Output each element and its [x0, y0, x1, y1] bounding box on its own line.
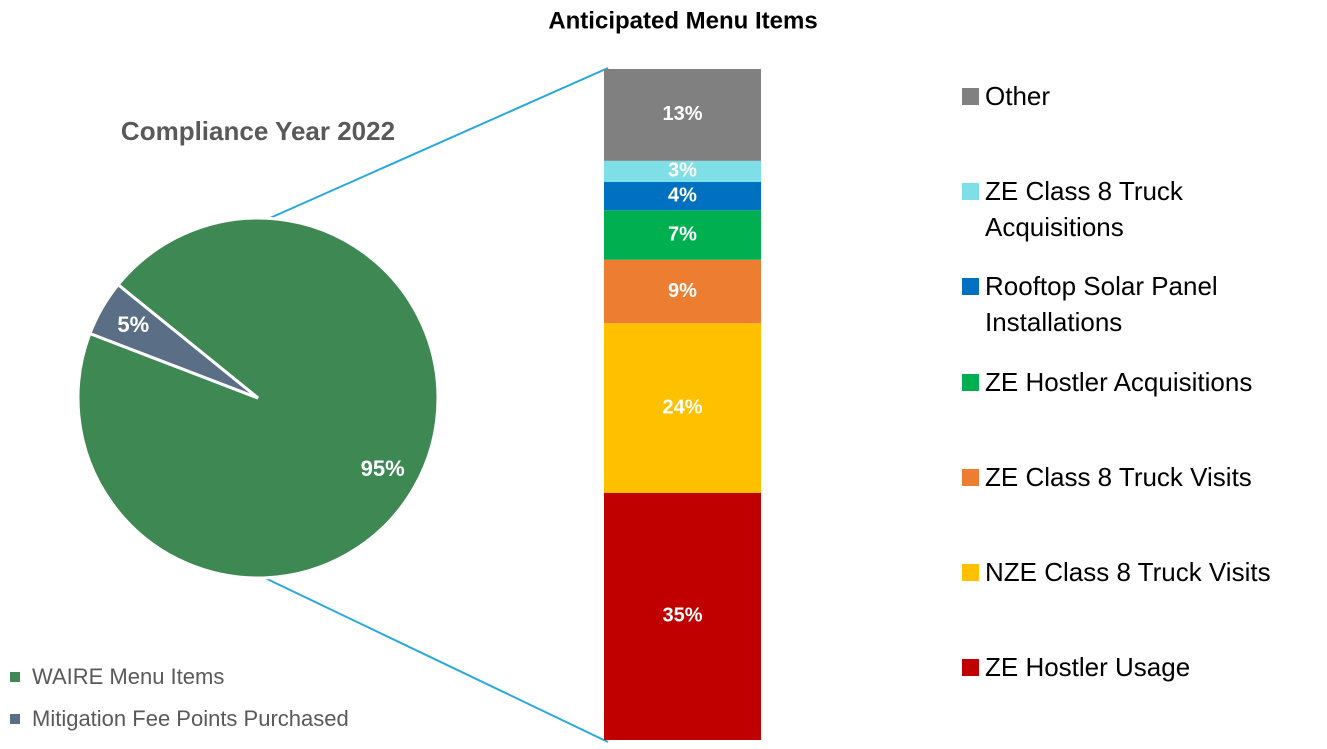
connector: [269, 67, 609, 219]
legend-item: ZE Class 8 Truck Visits: [962, 459, 1315, 495]
legend-label: WAIRE Menu Items: [32, 664, 225, 689]
bar-title: Anticipated Menu Items: [548, 7, 817, 34]
bar-segment: [604, 210, 761, 260]
legend-swatch: [10, 672, 20, 682]
bar-label: 3%: [668, 160, 697, 182]
pie-label: 95%: [361, 456, 405, 481]
legend-item: ZE Hostler Acquisitions: [962, 364, 1315, 400]
bar-segment: [604, 160, 761, 183]
legend-swatch: [962, 183, 979, 201]
bar-label: 7%: [668, 223, 697, 245]
pie-title: Compliance Year 2022: [121, 116, 395, 146]
legend-label: Other: [985, 81, 1051, 111]
legend-label: ZE Hostler Acquisitions: [985, 366, 1253, 397]
legend-label: ZE Hostler Usage: [985, 652, 1191, 683]
legend-label: ZE Class 8 Truck Visits: [985, 461, 1252, 492]
legend-swatch: [962, 373, 979, 391]
legend-label: NZE Class 8 Truck Visits: [985, 557, 1271, 587]
pie-slice: [88, 282, 259, 400]
legend-item: NZE Class 8 Truck Visits: [962, 554, 1315, 590]
legend-item: ZE Class 8 Truck Acquisitions: [962, 173, 1315, 245]
bar-label: 35%: [662, 605, 702, 627]
legend-swatch: [962, 278, 979, 296]
pie-legend-item: Mitigation Fee Points Purchased: [10, 706, 349, 732]
legend-label: Rooftop Solar Panel Installations: [985, 271, 1218, 338]
legend-swatch: [10, 714, 20, 724]
legend-label: ZE Class 8 Truck Acquisitions: [985, 176, 1183, 243]
bar-label: 24%: [662, 396, 702, 418]
bar-label: 9%: [668, 280, 697, 302]
bar-label: 4%: [668, 184, 697, 206]
legend-item: Other: [962, 78, 1315, 114]
bar-segment: [604, 492, 761, 740]
bar-label: 13%: [662, 103, 702, 125]
legend-label: Mitigation Fee Points Purchased: [32, 706, 349, 731]
legend-swatch: [962, 659, 979, 677]
connector: [264, 577, 609, 743]
pie-legend-item: WAIRE Menu Items: [10, 664, 224, 690]
bar-segment: [604, 182, 761, 211]
bar-segment: [604, 323, 761, 493]
legend-item: Rooftop Solar Panel Installations: [962, 268, 1315, 340]
pie-label: 5%: [117, 312, 149, 337]
legend-swatch: [962, 88, 979, 105]
legend-swatch: [962, 564, 979, 581]
legend-swatch: [962, 468, 979, 486]
bar-segment: [604, 259, 761, 324]
legend-item: ZE Hostler Usage: [962, 649, 1315, 685]
bar-segment: [604, 69, 761, 161]
